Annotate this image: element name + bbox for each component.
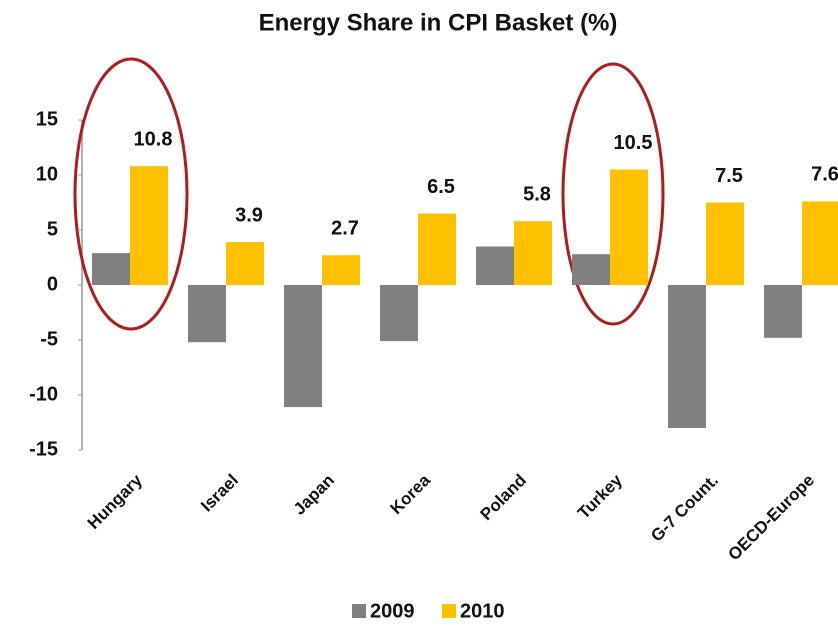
value-label: 7.6: [811, 164, 838, 186]
bar: [802, 201, 838, 285]
y-tick-label: 0: [47, 273, 58, 295]
bar: [322, 255, 360, 285]
x-tick-label: G-7 Count.: [647, 471, 722, 546]
value-label: 7.5: [715, 165, 743, 187]
x-tick-label: Turkey: [574, 470, 626, 522]
y-tick-label: 15: [36, 108, 58, 130]
x-tick-label: Korea: [386, 470, 434, 518]
value-label: 5.8: [523, 183, 551, 205]
value-label: 10.5: [614, 132, 653, 154]
legend-swatch: [442, 604, 456, 618]
y-tick-label: -5: [40, 328, 58, 350]
bar: [92, 253, 130, 285]
x-tick-label: Japan: [290, 471, 338, 519]
x-tick-label: Poland: [476, 471, 530, 525]
y-tick-label: -10: [29, 383, 58, 405]
bar: [764, 285, 802, 338]
bar: [418, 213, 456, 285]
legend-swatch: [352, 604, 366, 618]
highlight-ellipse: [561, 62, 665, 326]
x-tick-label: OECD-Europe: [724, 471, 818, 565]
bar: [706, 202, 744, 285]
y-tick-label: -15: [29, 438, 58, 460]
bar: [610, 169, 648, 285]
bar: [188, 285, 226, 343]
value-label: 6.5: [427, 176, 455, 198]
bar: [668, 285, 706, 428]
legend-label: 2009: [370, 600, 415, 622]
value-label: 10.8: [134, 128, 173, 150]
x-tick-label: Hungary: [84, 470, 147, 533]
x-tick-label: Israel: [197, 471, 242, 516]
bar: [476, 246, 514, 285]
bar: [130, 166, 168, 285]
highlight-ellipse: [73, 57, 189, 331]
bar: [284, 285, 322, 408]
chart-title: Energy Share in CPI Basket (%): [259, 9, 618, 36]
bar: [226, 242, 264, 285]
bar: [380, 285, 418, 342]
bar: [514, 221, 552, 285]
y-tick-label: 10: [36, 163, 58, 185]
legend-label: 2010: [460, 600, 505, 622]
y-tick-label: 5: [47, 218, 58, 240]
value-label: 3.9: [235, 204, 263, 226]
value-label: 2.7: [331, 218, 359, 240]
bar: [572, 254, 610, 285]
